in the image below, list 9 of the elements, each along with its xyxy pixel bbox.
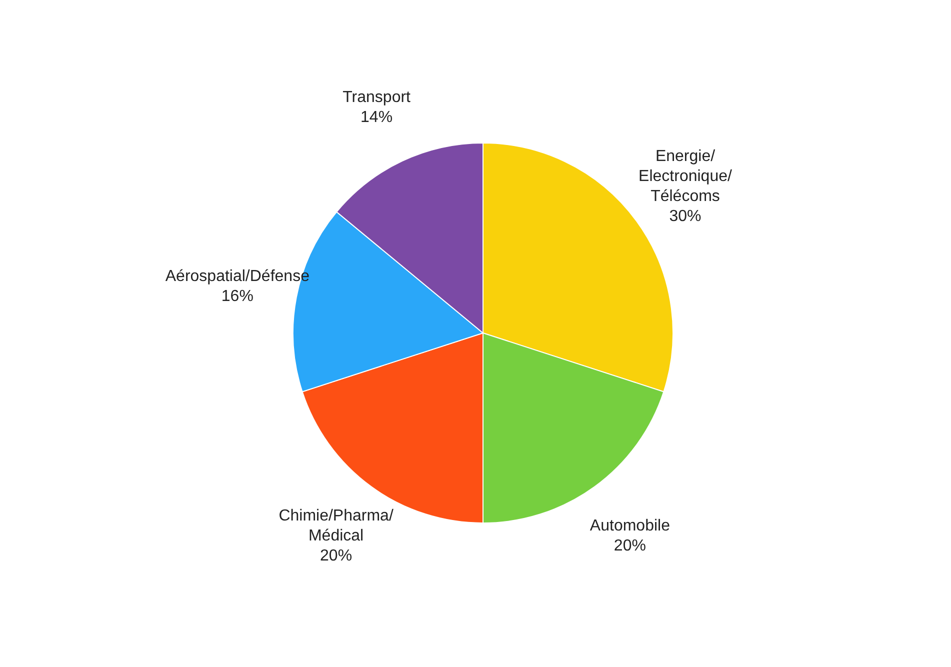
- data-label: 14%: [360, 108, 393, 126]
- slice-label: Chimie/Pharma/Médical: [278, 506, 394, 544]
- data-label: 20%: [320, 546, 352, 564]
- data-label: 30%: [669, 208, 702, 225]
- data-label: 16%: [221, 288, 254, 305]
- slice-label: Transport: [342, 88, 412, 106]
- slice-label: Automobile: [590, 516, 670, 534]
- data-label: 20%: [614, 536, 646, 554]
- slice-label: Energie/Electronique/Télécoms: [638, 148, 733, 205]
